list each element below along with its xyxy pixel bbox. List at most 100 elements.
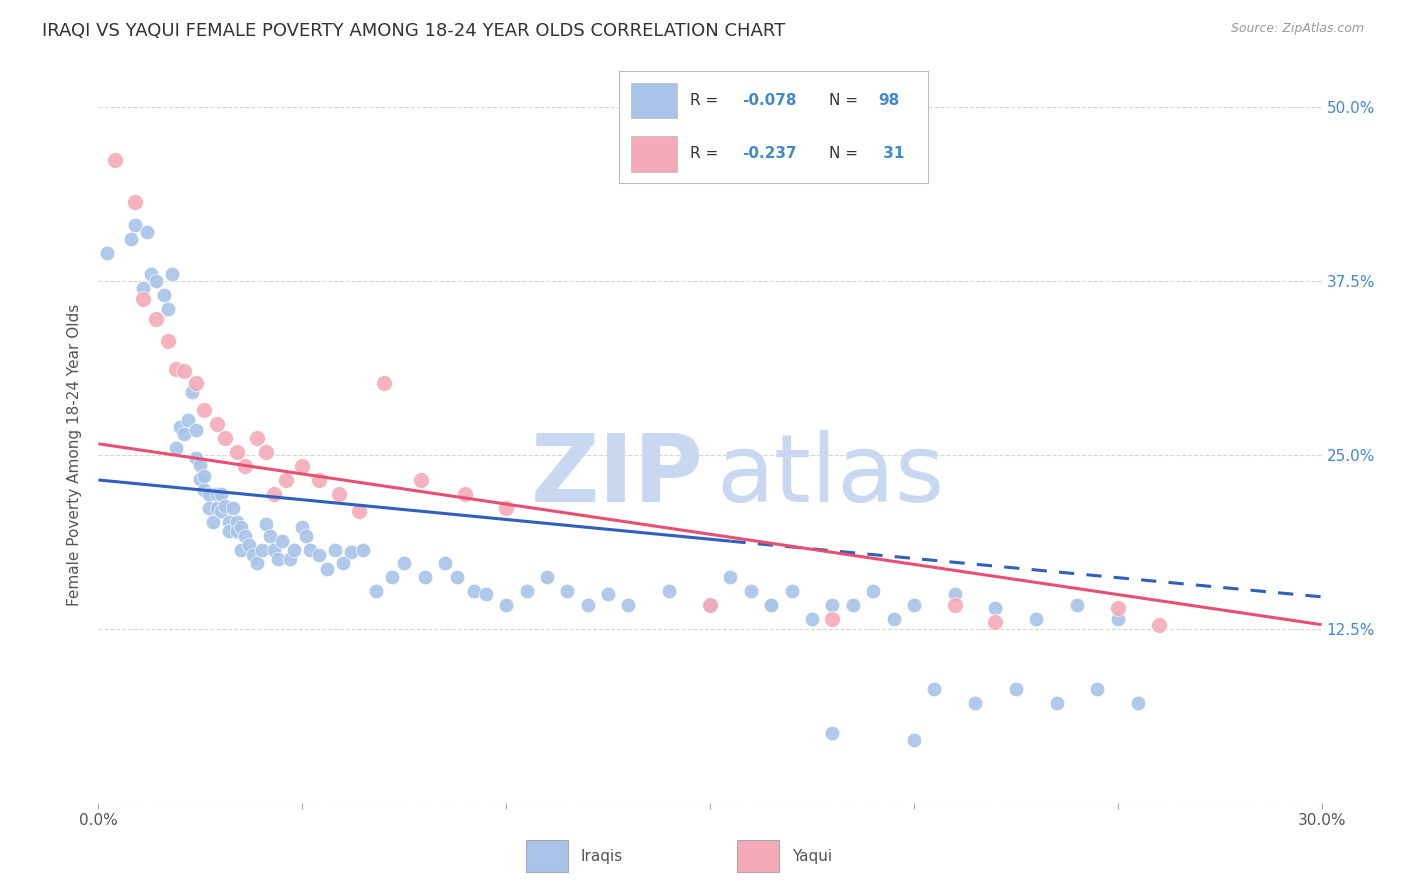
Text: 98: 98 xyxy=(879,93,900,108)
Point xyxy=(965,696,987,710)
Point xyxy=(226,524,249,539)
Point xyxy=(254,517,277,532)
Point xyxy=(141,267,163,281)
Point xyxy=(226,515,249,529)
Point xyxy=(1045,696,1069,710)
Text: N =: N = xyxy=(830,146,863,161)
Point xyxy=(201,515,224,529)
Point xyxy=(267,552,290,566)
Point xyxy=(1128,696,1150,710)
Bar xyxy=(526,840,568,872)
Point xyxy=(209,503,232,517)
Point xyxy=(186,423,208,437)
Point xyxy=(197,487,219,501)
Point xyxy=(96,246,118,260)
Text: atlas: atlas xyxy=(716,430,945,522)
Point xyxy=(145,274,167,288)
Point xyxy=(205,487,228,501)
Point xyxy=(283,542,305,557)
Point xyxy=(145,311,167,326)
Text: N =: N = xyxy=(830,93,863,108)
Point xyxy=(821,612,844,626)
Point xyxy=(984,601,1007,615)
Point xyxy=(165,361,187,376)
Point xyxy=(323,542,346,557)
Text: -0.237: -0.237 xyxy=(742,146,797,161)
Point xyxy=(883,612,905,626)
Point xyxy=(308,473,330,487)
Point xyxy=(516,584,538,599)
Point xyxy=(699,598,721,612)
Point xyxy=(413,570,436,584)
Point xyxy=(231,520,253,534)
Point xyxy=(409,473,432,487)
Point xyxy=(780,584,803,599)
Bar xyxy=(631,136,678,171)
Point xyxy=(1107,612,1129,626)
Point xyxy=(308,548,330,562)
Point xyxy=(332,557,354,571)
Point xyxy=(209,487,232,501)
Bar xyxy=(737,840,779,872)
Point xyxy=(165,441,187,455)
Point xyxy=(193,483,215,497)
Point xyxy=(454,487,477,501)
Point xyxy=(291,458,314,473)
Point xyxy=(173,427,195,442)
Point xyxy=(193,468,215,483)
Point xyxy=(903,598,925,612)
Point xyxy=(536,570,558,584)
Point xyxy=(821,598,844,612)
Point xyxy=(720,570,742,584)
Point xyxy=(699,598,721,612)
Text: R =: R = xyxy=(690,93,723,108)
Point xyxy=(186,376,208,390)
Point xyxy=(943,587,966,601)
Point xyxy=(984,615,1007,629)
Point xyxy=(740,584,762,599)
Point xyxy=(1147,617,1170,632)
Point xyxy=(136,225,159,239)
Point xyxy=(173,364,195,378)
Point xyxy=(218,515,240,529)
Point xyxy=(124,194,146,209)
Point xyxy=(231,542,253,557)
Point xyxy=(254,445,277,459)
Point xyxy=(259,528,281,542)
Point xyxy=(132,292,155,306)
Point xyxy=(364,584,387,599)
Point xyxy=(1004,681,1026,696)
Point xyxy=(156,334,179,348)
Point xyxy=(181,385,204,400)
Point xyxy=(233,528,256,542)
Point xyxy=(242,548,264,562)
Point xyxy=(557,584,579,599)
Text: R =: R = xyxy=(690,146,723,161)
Point xyxy=(495,598,517,612)
Point xyxy=(943,598,966,612)
Point xyxy=(188,458,212,472)
Point xyxy=(299,542,322,557)
Point xyxy=(434,557,457,571)
Point xyxy=(226,445,249,459)
Text: Yaqui: Yaqui xyxy=(792,849,832,863)
Point xyxy=(598,587,620,601)
Text: -0.078: -0.078 xyxy=(742,93,797,108)
Point xyxy=(152,288,174,302)
Point xyxy=(263,542,285,557)
Point xyxy=(156,301,179,316)
Point xyxy=(177,413,200,427)
Point xyxy=(761,598,783,612)
Point xyxy=(463,584,485,599)
Point xyxy=(274,473,297,487)
Point xyxy=(169,420,191,434)
Point xyxy=(188,472,212,486)
Point xyxy=(197,500,219,515)
Point xyxy=(340,545,363,559)
Point xyxy=(1066,598,1088,612)
Point xyxy=(124,219,146,233)
Point xyxy=(193,403,215,417)
Point xyxy=(214,500,236,514)
Point xyxy=(446,570,468,584)
Point xyxy=(1025,612,1047,626)
